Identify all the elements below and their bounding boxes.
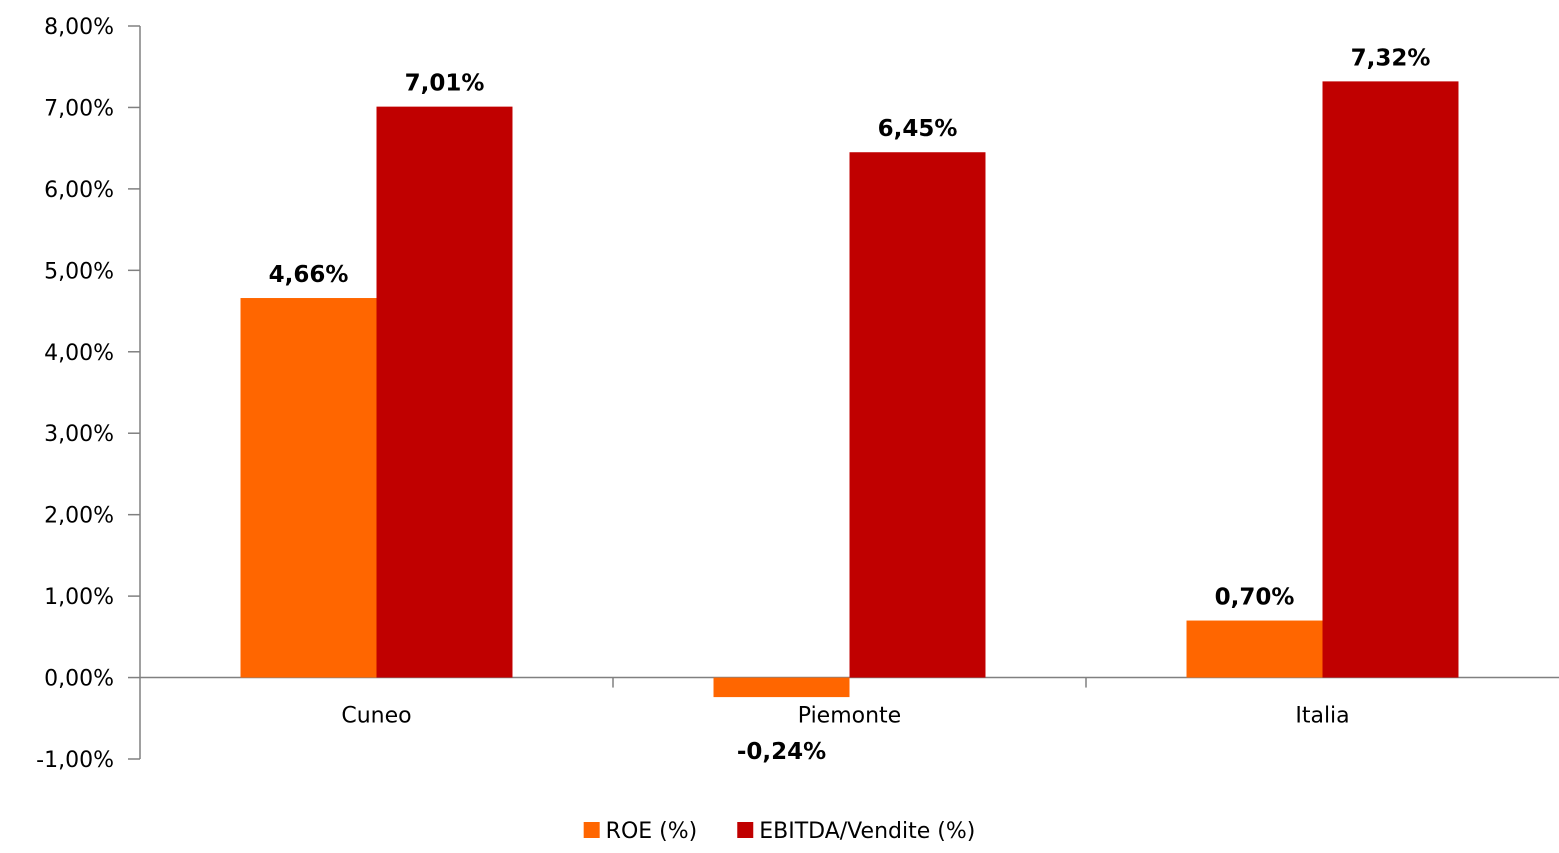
bar xyxy=(713,677,850,698)
y-tick-label: 3,00% xyxy=(44,422,114,447)
y-tick-label: 8,00% xyxy=(44,15,114,40)
y-tick-label: 4,00% xyxy=(44,341,114,366)
y-axis: 8,00% 7,00% 6,00% 5,00% 4,00% 3,00% 2,00% 1,00%… xyxy=(36,15,141,773)
legend-swatch xyxy=(737,822,754,838)
data-label: 6,45% xyxy=(878,116,958,142)
y-tick-label: -1,00% xyxy=(36,748,114,773)
bar xyxy=(849,152,986,678)
bar xyxy=(240,298,377,678)
data-label: 0,70% xyxy=(1215,585,1295,611)
bar xyxy=(1186,620,1323,678)
x-category-label: Italia xyxy=(1295,704,1349,729)
legend-label: ROE (%) xyxy=(606,819,698,844)
y-tick-label: 5,00% xyxy=(44,259,114,284)
y-tick-label: 7,00% xyxy=(44,96,114,121)
bar xyxy=(1322,81,1459,678)
legend-swatch xyxy=(583,822,600,838)
data-label: 4,66% xyxy=(269,262,349,288)
legend: ROE (%) EBITDA/Vendite (%) xyxy=(583,819,975,844)
bar xyxy=(376,106,513,678)
data-label: -0,24% xyxy=(737,739,826,765)
legend-label: EBITDA/Vendite (%) xyxy=(759,819,975,844)
y-tick-label: 0,00% xyxy=(44,667,114,692)
y-tick-label: 2,00% xyxy=(44,504,114,529)
x-category-label: Cuneo xyxy=(341,704,411,729)
bars xyxy=(240,81,1459,698)
y-tick-label: 6,00% xyxy=(44,178,114,203)
x-category-label: Piemonte xyxy=(798,704,901,729)
data-label: 7,01% xyxy=(405,71,485,97)
data-label: 7,32% xyxy=(1351,45,1431,71)
data-labels: 4,66% -0,24% 0,70% 7,01% 6,45% 7,32% xyxy=(269,45,1431,765)
y-tick-label: 1,00% xyxy=(44,585,114,610)
